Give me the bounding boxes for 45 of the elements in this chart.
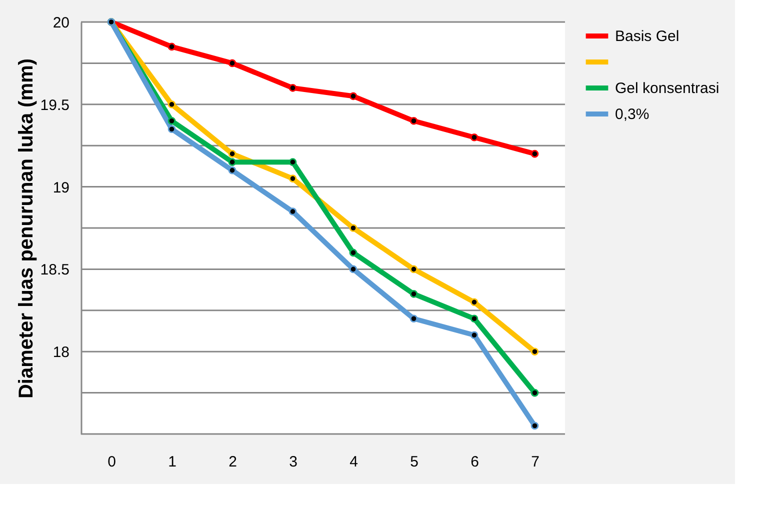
point <box>530 348 539 356</box>
point <box>410 290 418 298</box>
x-tick-label: 7 <box>531 454 540 470</box>
point <box>288 174 297 182</box>
point <box>470 314 478 323</box>
x-tick-label: 2 <box>228 454 237 470</box>
point <box>349 92 358 100</box>
point <box>470 133 478 142</box>
point <box>228 150 236 158</box>
point <box>168 116 176 125</box>
point <box>530 388 539 397</box>
point <box>288 208 297 216</box>
point <box>228 59 236 68</box>
point <box>530 150 539 158</box>
point <box>228 166 236 174</box>
y-tick-label: 18 <box>52 344 70 362</box>
point <box>349 265 358 274</box>
point <box>470 298 478 306</box>
x-tick-label: 6 <box>470 454 479 470</box>
x-tick-label: 4 <box>350 454 358 470</box>
x-tick-label: 5 <box>410 454 418 470</box>
y-tick-label: 18.5 <box>40 262 70 279</box>
point <box>288 84 297 92</box>
legend-label: Gel konsentrasi <box>615 80 720 97</box>
x-tick-label: 1 <box>168 454 176 470</box>
point <box>470 331 478 340</box>
point <box>168 42 176 51</box>
point <box>228 158 236 166</box>
point <box>168 125 176 134</box>
point <box>530 422 539 430</box>
legend-label: Basis Gel <box>615 28 680 45</box>
y-tick-label: 20 <box>52 14 70 32</box>
point <box>288 158 297 166</box>
point <box>168 100 176 108</box>
y-tick-label: 19.5 <box>40 96 70 114</box>
point <box>410 116 418 125</box>
point <box>349 224 358 232</box>
point <box>349 248 358 257</box>
legend-label: 0,3% <box>615 106 650 123</box>
y-tick-label: 19 <box>52 179 70 196</box>
y-axis-title: Diameter luas penurunan luka (mm) <box>15 58 38 399</box>
point <box>410 265 418 274</box>
x-tick-label: 0 <box>108 454 116 470</box>
point <box>410 314 418 323</box>
x-tick-label: 3 <box>289 454 298 470</box>
